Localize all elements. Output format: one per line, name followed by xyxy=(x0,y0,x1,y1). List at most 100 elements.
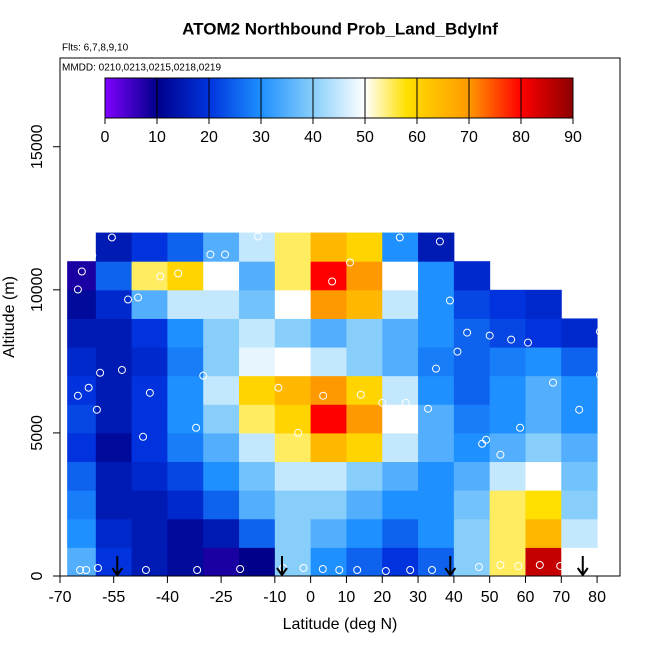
heatmap-cell xyxy=(67,490,97,520)
heatmap-cell xyxy=(203,490,240,520)
sample-point xyxy=(496,450,505,459)
sample-point xyxy=(395,233,404,242)
colorbar xyxy=(104,77,574,119)
heatmap-cell xyxy=(203,547,240,576)
colorbar-tick-label: 40 xyxy=(304,129,322,146)
heatmap-cell xyxy=(382,432,419,463)
sample-point xyxy=(88,251,97,260)
heatmap-cell xyxy=(310,232,347,262)
sample-point xyxy=(578,305,587,314)
heatmap-cell xyxy=(95,318,133,348)
heatmap-cell xyxy=(131,404,168,434)
sample-point xyxy=(254,232,263,241)
sample-point xyxy=(428,565,437,574)
heatmap-cell xyxy=(346,432,383,463)
heatmap-cell xyxy=(67,432,97,463)
heatmap-cell xyxy=(453,432,491,463)
sample-point xyxy=(134,293,143,302)
heatmap-cell xyxy=(95,461,133,491)
heatmap-cell xyxy=(418,432,455,463)
colorbar-tick-label: 50 xyxy=(356,129,374,146)
heatmap-cell xyxy=(67,461,97,491)
sample-point xyxy=(73,285,82,294)
heatmap-cell xyxy=(489,318,526,348)
heatmap-cell xyxy=(453,518,491,548)
heatmap-cell xyxy=(239,518,276,548)
sample-point xyxy=(595,327,604,336)
colorbar-tick-label: 80 xyxy=(512,129,530,146)
sample-point xyxy=(453,347,462,356)
arrow xyxy=(111,556,124,577)
heatmap-cell xyxy=(203,461,240,491)
heatmap-cell xyxy=(525,518,562,548)
sample-point xyxy=(507,335,516,344)
heatmap-cell xyxy=(95,375,133,405)
heatmap-cell xyxy=(346,261,383,291)
colorbar-tick-label: 30 xyxy=(252,129,270,146)
heatmap-cell xyxy=(95,547,133,576)
heatmap-cell xyxy=(310,490,347,520)
heatmap-cell xyxy=(310,375,347,405)
sample-point xyxy=(294,428,303,437)
heatmap-cell xyxy=(561,490,598,520)
heatmap-cell xyxy=(131,347,168,377)
heatmap-cell xyxy=(131,461,168,491)
heatmap-cell xyxy=(561,518,598,548)
heatmap-cell xyxy=(310,318,347,348)
heatmap-cell xyxy=(67,347,97,377)
heatmap-cell xyxy=(167,432,204,463)
sample-point xyxy=(485,331,494,340)
x-tick-label: 70 xyxy=(552,589,570,606)
heatmap-cell xyxy=(67,261,97,291)
subtitle: Flts: 6,7,8,9,10 xyxy=(62,43,129,54)
heatmap-cell xyxy=(489,347,526,377)
heatmap-cell xyxy=(167,232,204,262)
heatmap-cell xyxy=(418,347,455,377)
x-axis-label: Latitude (deg N) xyxy=(283,616,398,633)
heatmap-cell xyxy=(382,289,419,319)
heatmap-cell xyxy=(525,375,562,405)
sample-point xyxy=(431,364,440,373)
heatmap-cell xyxy=(382,461,419,491)
sample-point xyxy=(474,562,483,571)
heatmap-cell xyxy=(418,261,455,291)
sample-point xyxy=(290,297,299,306)
heatmap-cell xyxy=(131,518,168,548)
heatmap-cell xyxy=(489,461,526,491)
heatmap-cell xyxy=(67,518,97,548)
sample-point xyxy=(482,435,491,444)
plot-frame xyxy=(59,57,621,577)
heatmap-cell xyxy=(525,461,562,491)
y-axis-label: Altitude (m) xyxy=(1,276,18,358)
heatmap-cell xyxy=(131,375,168,405)
annotation: MMDD: 0210,0213,0215,0218,0219 xyxy=(62,63,221,74)
y-tick-label: 5000 xyxy=(29,415,46,451)
x-tick-label: 10 xyxy=(338,589,356,606)
heatmap-cell xyxy=(167,518,204,548)
heatmap-cell xyxy=(453,490,491,520)
arrow xyxy=(276,556,288,577)
heatmap-cell xyxy=(167,547,204,576)
heatmap-cell xyxy=(167,490,204,520)
heatmap-cell xyxy=(525,490,562,520)
heatmap-cell xyxy=(453,547,491,576)
heatmap-cell xyxy=(346,547,383,576)
heatmap-cell xyxy=(131,490,168,520)
x-tick-label: -40 xyxy=(156,589,179,606)
heatmap-cell xyxy=(418,289,455,319)
x-tick-label: 50 xyxy=(481,589,499,606)
heatmap-cell xyxy=(167,375,204,405)
sample-point xyxy=(549,378,558,387)
x-tick-label: -70 xyxy=(48,589,71,606)
arrow xyxy=(576,556,589,577)
heatmap-cell xyxy=(67,547,97,576)
heatmap-cell xyxy=(203,289,240,319)
heatmap-cell xyxy=(274,404,312,434)
heatmap-cell xyxy=(382,318,419,348)
heatmap-cell xyxy=(561,318,598,348)
heatmap-cell xyxy=(239,232,276,262)
x-tick-label: 80 xyxy=(588,589,606,606)
heatmap-cell xyxy=(561,404,598,434)
heatmap-cell xyxy=(561,375,598,405)
